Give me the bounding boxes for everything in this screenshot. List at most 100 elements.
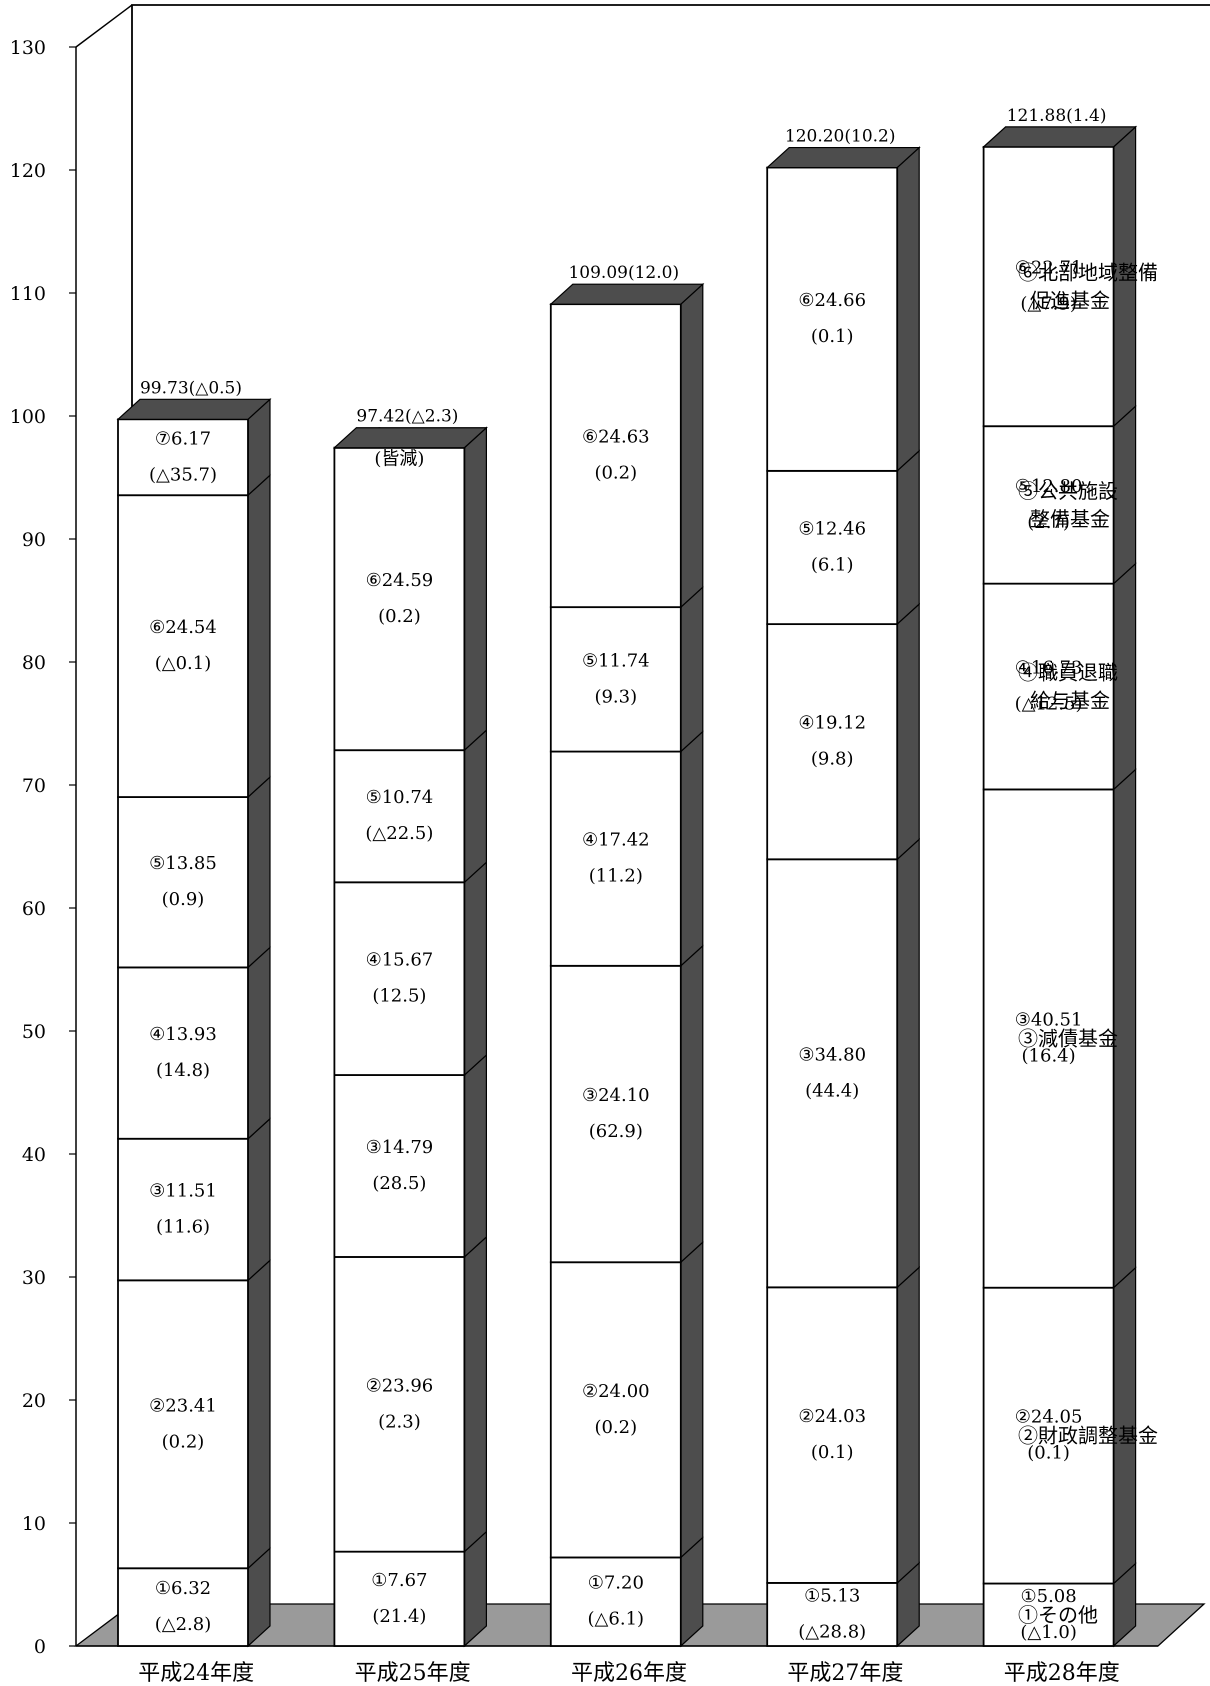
segment-change-label: (0.2) (594, 1417, 637, 1438)
legend-label: ④職員退職 (1018, 661, 1118, 685)
segment-value-label: ⑤12.46 (798, 518, 866, 539)
segment-value-label: ⑥24.63 (582, 427, 650, 448)
bar-total-label: 109.09(12.0) (568, 263, 679, 283)
y-tick-label: 40 (22, 1144, 46, 1166)
segment-value-label: ①6.32 (155, 1578, 211, 1599)
segment-value-label: ②23.96 (366, 1375, 434, 1396)
bar-segment-side (896, 602, 920, 861)
bar-segment (333, 749, 466, 884)
segment-value-label: ②24.03 (798, 1406, 866, 1427)
bar-segment (982, 788, 1115, 1289)
bar-segment (982, 425, 1115, 585)
segment-change-label: (11.2) (589, 866, 643, 887)
bar-segment (333, 881, 466, 1076)
x-axis-labels: 平成24年度 平成25年度 平成26年度 平成27年度 平成28年度 (138, 1661, 1120, 1686)
segment-change-label: (2.3) (378, 1411, 421, 1432)
x-category-label: 平成26年度 (571, 1661, 687, 1686)
bar-segment (117, 1279, 249, 1570)
y-tick-label: 100 (10, 406, 46, 428)
y-tick-label: 30 (22, 1267, 46, 1289)
segment-change-label: (44.4) (805, 1080, 859, 1101)
y-tick-label: 0 (34, 1636, 46, 1658)
y-axis: 0 10 20 30 40 50 60 70 80 90 100 110 120 130 (10, 37, 1158, 1658)
segment-change-label: (12.5) (372, 986, 426, 1007)
segment-value-label: ④17.42 (582, 830, 650, 851)
bar-segment (333, 1256, 466, 1553)
legend-label: 整備基金 (1030, 507, 1110, 531)
bar-stack: ①5.08 (△1.0) ②24.05 (0.1) ③40.51 (16.4) ④16.73… (982, 106, 1138, 1648)
legend-label: ⑤公共施設 (1018, 479, 1118, 503)
segment-value-label: ②24.00 (582, 1381, 650, 1402)
x-category-label: 平成25年度 (355, 1661, 471, 1686)
segment-change-label: (皆減) (374, 449, 424, 470)
bar-segment (549, 303, 682, 609)
bar-segment-side (463, 1053, 487, 1259)
segment-change-label: (14.8) (156, 1060, 210, 1081)
segment-value-label: ⑥24.54 (149, 617, 217, 638)
y-tick-label: 10 (22, 1513, 46, 1535)
bar-segment (549, 606, 682, 753)
bar-segment-side (463, 1235, 487, 1554)
segment-change-label: (△22.5) (365, 823, 433, 844)
bar-segment (766, 1286, 899, 1584)
segment-change-label: (16.4) (1022, 1046, 1076, 1067)
segment-change-label: (△6.1) (588, 1609, 645, 1630)
bar-total-label: 99.73(△0.5) (140, 378, 242, 398)
y-tick-label: 90 (22, 529, 46, 551)
y-tick-label: 70 (22, 775, 46, 797)
segment-change-label: (0.1) (1027, 1443, 1070, 1464)
bar-segment (766, 469, 899, 626)
segment-change-label: (0.1) (811, 326, 854, 347)
legend-label: 給与基金 (1030, 689, 1110, 713)
bar-segment-side (463, 426, 487, 752)
segment-value-label: ④13.93 (149, 1024, 217, 1045)
segment-value-label: ④16.73 (1015, 658, 1083, 679)
bar-segment (117, 494, 249, 798)
segment-change-label: (6.1) (811, 554, 854, 575)
bar-segment-side (896, 1265, 920, 1585)
segment-change-label: (0.2) (162, 1431, 205, 1452)
bar-segment-side (463, 860, 487, 1077)
segment-change-label: (21.4) (372, 1606, 426, 1627)
bar-segment (333, 446, 466, 752)
segment-value-label: ①5.08 (1020, 1586, 1076, 1607)
bar-segment (117, 1137, 249, 1282)
segment-value-label: ③24.10 (582, 1085, 650, 1106)
segment-change-label: (0.1) (811, 1442, 854, 1463)
segment-value-label: ②24.05 (1015, 1407, 1083, 1428)
segment-change-label: (9.3) (594, 686, 637, 707)
bar-segment (549, 964, 682, 1264)
bar-segment (117, 796, 249, 969)
bar-segment-side (247, 473, 271, 799)
y-tick-label: 20 (22, 1390, 46, 1412)
bar-segment-side (680, 1240, 704, 1559)
bar-segment-side (247, 1117, 271, 1282)
bar-segment (117, 966, 249, 1140)
segment-change-label: (11.6) (156, 1217, 210, 1238)
bar-segment (766, 166, 899, 472)
bar-segment-side (247, 946, 271, 1141)
bar-segment (982, 145, 1115, 428)
segment-change-label: (△0.1) (155, 653, 212, 674)
segment-value-label: ⑤10.74 (366, 787, 434, 808)
y-tick-label: 60 (22, 898, 46, 920)
segment-change-label: (△2.8) (155, 1614, 212, 1635)
segment-value-label: ③11.51 (149, 1181, 217, 1202)
bar-top-face (549, 283, 705, 305)
bar-top-face (982, 126, 1138, 148)
bar-segment (982, 1582, 1115, 1647)
bars: ①6.32 (△2.8) ②23.41 (0.2) ③11.51 (11.6) ④13.93… (116, 106, 1138, 1648)
legend-label: 促進基金 (1030, 289, 1110, 313)
segment-value-label: ③34.80 (798, 1044, 866, 1065)
legend-label: ②財政調整基金 (1018, 1424, 1158, 1448)
bar-segment (982, 1286, 1115, 1585)
bar-segment (333, 1074, 466, 1258)
segment-value-label: ①7.20 (588, 1573, 644, 1594)
bar-top-face (116, 398, 272, 420)
bar-segment (549, 1261, 682, 1559)
segment-change-label: (△35.7) (149, 464, 217, 485)
segment-value-label: ①5.13 (804, 1585, 860, 1606)
segment-change-label: (28.5) (372, 1173, 426, 1194)
segment-value-label: ⑥24.59 (366, 570, 434, 591)
segment-change-label: (2.7) (1027, 512, 1070, 533)
